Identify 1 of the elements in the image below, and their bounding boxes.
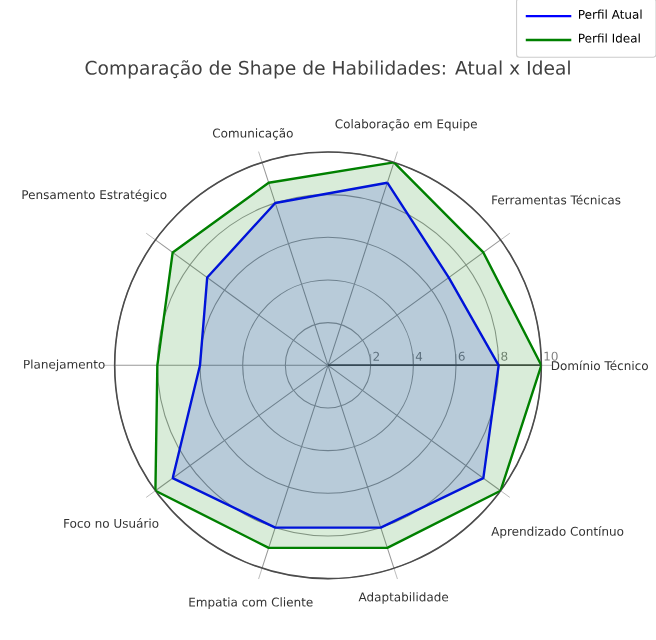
text: Comparação de Shape de Habilidades: Atual x Ideal — [85, 60, 570, 79]
